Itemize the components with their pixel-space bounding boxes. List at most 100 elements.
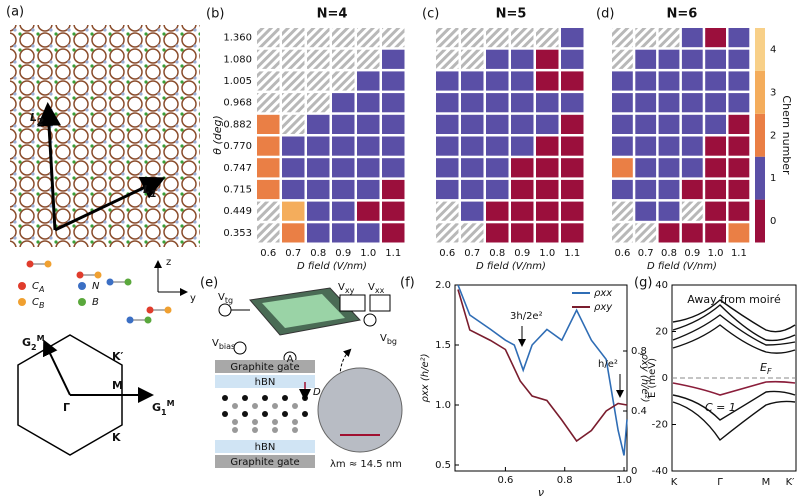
heatmap-cell: [382, 28, 405, 48]
heatmap-cell: [536, 49, 559, 69]
y-tick-label: 0.715: [223, 185, 252, 196]
subscript: bias: [219, 342, 235, 351]
heatmap-cell: [357, 49, 380, 69]
heatmap-cell: [511, 93, 534, 113]
heatmap-cell: [436, 28, 459, 48]
heatmap-cell: [307, 223, 330, 243]
heatmap-cell: [382, 136, 405, 156]
heatmap-cell: [282, 158, 305, 178]
heatmap-cell: [257, 71, 280, 91]
colorbar-label: Chern number: [780, 95, 793, 175]
atom-marker: [78, 282, 86, 290]
atom-marker: [18, 282, 26, 290]
legend-label: ρxy: [594, 302, 613, 313]
heatmap-cell: [436, 201, 459, 221]
heatmap-cell: [307, 114, 330, 134]
heatmap-cell: [461, 179, 484, 200]
heatmap-cell: [705, 114, 726, 134]
heatmap-cell: [257, 136, 280, 156]
y-tick-label: 2.0: [435, 280, 451, 291]
heatmap-cell: [332, 49, 355, 69]
panel-title: N=6: [666, 7, 697, 22]
subscript: xx: [375, 286, 385, 295]
x-tick-label: M: [762, 477, 771, 488]
x-tick-label: 1.0: [360, 248, 376, 259]
heatmap-cell: [282, 223, 305, 243]
bz-label: K′: [112, 350, 124, 363]
heatmap-cell: [658, 158, 680, 178]
panel-title: N=5: [496, 7, 527, 22]
label: Vbias: [212, 338, 235, 351]
subscript: xy: [345, 286, 355, 295]
heatmap-cell: [436, 93, 459, 113]
y-tick-label: 0: [662, 373, 668, 384]
label: D: [313, 387, 321, 398]
heatmap-cell: [307, 179, 330, 200]
heatmap-cell: [536, 201, 559, 221]
heatmap-cell: [561, 28, 584, 48]
heatmap-cell: [486, 71, 509, 91]
heatmap-cell: [658, 71, 680, 91]
heatmap-cell: [635, 28, 657, 48]
heatmap-cell: [307, 136, 330, 156]
heatmap-cell: [612, 49, 633, 69]
heatmap-cell: [561, 71, 584, 91]
heatmap-cell: [282, 114, 305, 134]
heatmap-cell: [561, 179, 584, 200]
heatmap-cell: [728, 28, 750, 48]
heatmap-cell: [461, 49, 484, 69]
heatmap-cell: [461, 71, 484, 91]
atom-label: CA: [32, 281, 44, 294]
label: C = 1: [705, 401, 736, 414]
heatmap-cell: [307, 71, 330, 91]
transport-plot: 0.6 0.8 1.0 0.5 1.0 1.5 2.0 0 0.4 0.8 ρxx ρxy: [435, 280, 647, 486]
brillouin-zone: [17, 334, 123, 456]
y2-axis-label: ρxy (h/e²): [639, 353, 650, 402]
heatmap-cell: [681, 223, 703, 243]
colorbar-tick-label: 2: [770, 130, 776, 141]
symbol: B: [92, 297, 99, 308]
panel-label: (g): [634, 276, 652, 291]
colorbar-tick-label: 3: [770, 87, 776, 98]
label: A: [287, 354, 294, 365]
heatmap-cell: [728, 114, 750, 134]
colorbar-tick-label: 1: [770, 173, 776, 184]
heatmap-cell: [612, 223, 633, 243]
y-tick-label: 1.005: [223, 76, 252, 87]
heatmap-cell: [436, 49, 459, 69]
heatmap-cell: [357, 223, 380, 243]
heatmap-cell: [658, 114, 680, 134]
heatmap-cell: [257, 28, 280, 48]
y-tick-label: -20: [652, 420, 668, 431]
heatmap-cell: [511, 49, 534, 69]
heatmap-cell: [561, 49, 584, 69]
heatmap-cell: [728, 179, 750, 200]
heatmap-cell: [705, 158, 726, 178]
panel-label: (f): [400, 276, 415, 291]
heatmap-cell: [728, 49, 750, 69]
bz-label: G2M: [22, 334, 45, 352]
heatmap-cell: [486, 114, 509, 134]
x-tick-label: 1.1: [731, 248, 747, 259]
symbol: L: [143, 183, 150, 196]
x-tick-label: 0.7: [285, 248, 301, 259]
x-axis-label: ν: [538, 486, 544, 499]
heatmap-cell: [257, 93, 280, 113]
heatmap-cell: [612, 158, 633, 178]
heatmap-cell: [635, 71, 657, 91]
colorbar-segment: [755, 113, 765, 157]
heatmap-cell: [382, 71, 405, 91]
heatmap-cell: [332, 114, 355, 134]
symbol: G: [22, 336, 31, 349]
heatmap-cell: [357, 158, 380, 178]
heatmap-cell: [612, 28, 633, 48]
bz-label: G1M: [152, 399, 175, 417]
bz-label: K: [112, 431, 121, 444]
heatmap-cell: [681, 136, 703, 156]
heatmap-cell: [561, 114, 584, 134]
heatmap-cell: [282, 71, 305, 91]
atom-marker: [18, 298, 26, 306]
x-tick-label: 1.1: [564, 248, 580, 259]
axis-label: y: [190, 293, 196, 304]
y-tick-label: 0.353: [223, 228, 252, 239]
